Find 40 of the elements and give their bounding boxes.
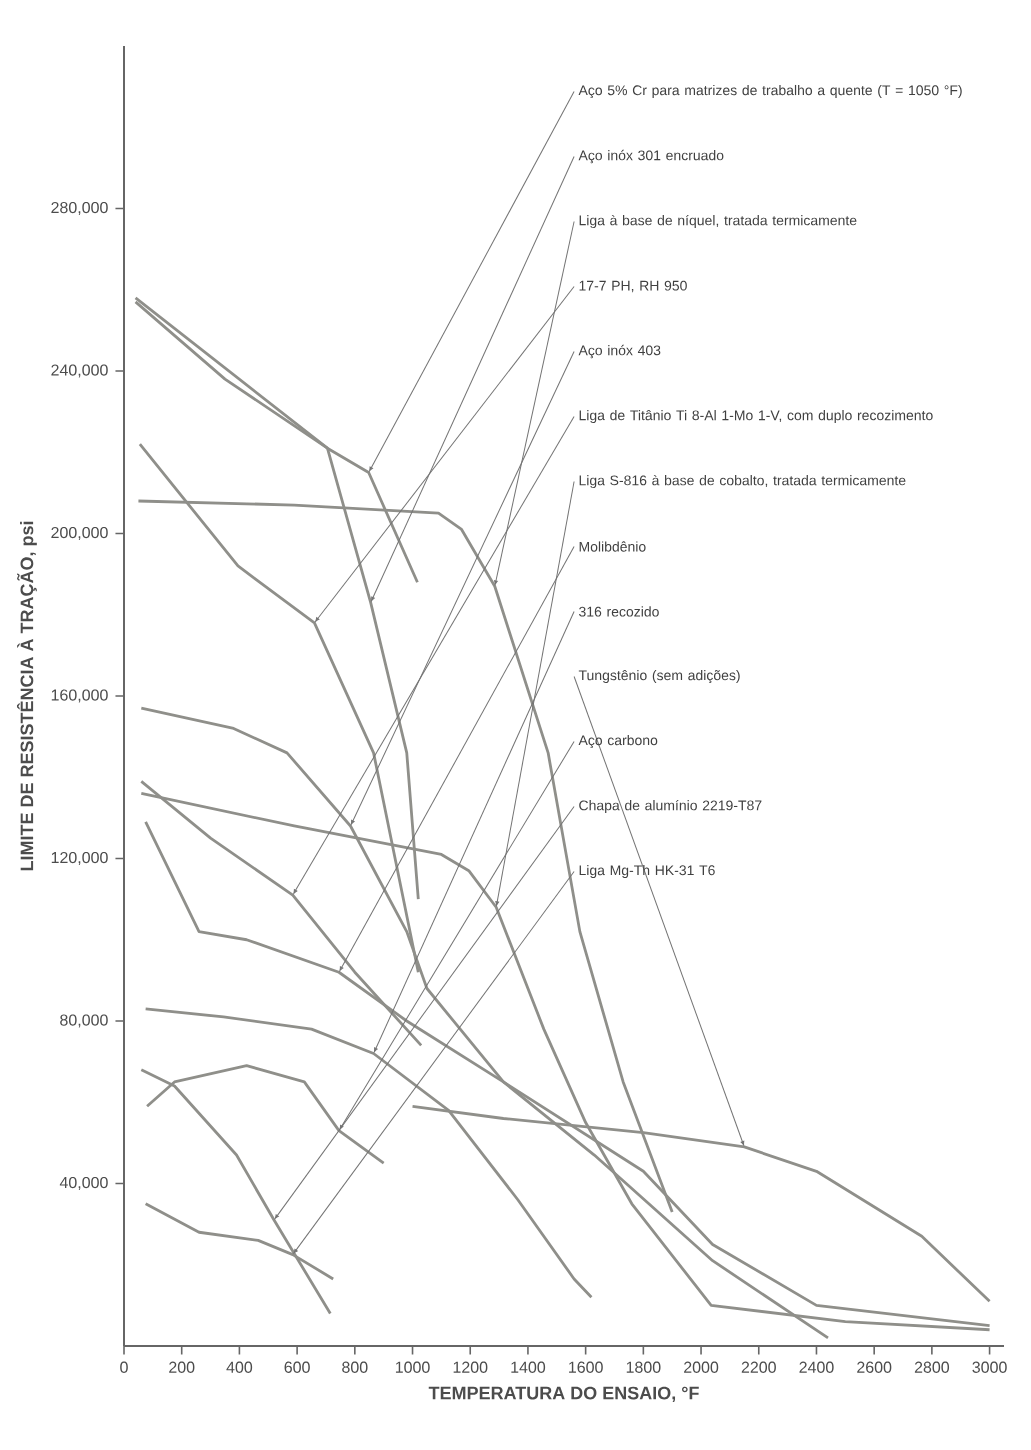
text: 17-7 PH, RH 950 <box>579 280 687 293</box>
text: Tungstênio (sem adições) <box>578 669 740 684</box>
x-tick-label: 2000 <box>684 1361 719 1373</box>
x-tick-label: 1600 <box>569 1361 603 1373</box>
y-tick-label: 200,000 <box>51 526 108 541</box>
x-tick-label: 800 <box>342 1361 368 1373</box>
y-tick-label: 80,000 <box>60 1014 108 1028</box>
x-tick-label: 600 <box>284 1361 310 1373</box>
y-tick-label: 160,000 <box>51 689 108 703</box>
y-axis-title: LIMITE DE RESISTÊNCIA À TRAÇÃO, psi <box>16 521 37 871</box>
x-tick-label: 1800 <box>626 1361 661 1373</box>
text: Liga à base de níquel, tratada termicamente <box>579 214 857 229</box>
x-tick-label: 2400 <box>799 1361 834 1373</box>
text: Aço 5% Cr para matrizes de trabalho a quente (T = 1050 °F) <box>578 84 962 99</box>
y-tick-label: 40,000 <box>59 1176 108 1191</box>
x-tick-label: 1400 <box>511 1361 546 1373</box>
text: Molibdênio <box>579 541 646 552</box>
x-tick-label: 0 <box>120 1361 128 1373</box>
text: Aço inóx 301 encruado <box>578 149 724 164</box>
x-axis-title: TEMPERATURA DO ENSAIO, °F <box>428 1386 699 1403</box>
text: Liga Mg-Th HK-31 T6 <box>579 864 715 879</box>
y-tick-label: 120,000 <box>51 851 108 866</box>
x-tick-label: 2800 <box>914 1361 950 1373</box>
point <box>740 1140 745 1146</box>
x-tick-label: 200 <box>169 1361 195 1373</box>
x-tick-label: 1200 <box>453 1361 488 1373</box>
x-tick-label: 2200 <box>741 1361 776 1373</box>
y-tick-label: 280,000 <box>51 201 108 216</box>
text: Aço inóx 403 <box>578 344 661 359</box>
y-tick-label: 240,000 <box>51 364 108 378</box>
text: Liga de Titânio Ti 8-Al 1-Mo 1-V, com duplo recozimento <box>579 409 933 424</box>
x-tick-label: 1000 <box>395 1361 430 1373</box>
text: Chapa de alumínio 2219-T87 <box>579 799 762 814</box>
text: 316 recozido <box>579 606 659 617</box>
x-tick-label: 3000 <box>972 1361 1007 1373</box>
point <box>293 1248 298 1254</box>
text: Aço carbono <box>578 734 658 749</box>
text: Liga S-816 à base de cobalto, tratada termicamente <box>579 474 906 489</box>
x-tick-label: 2600 <box>857 1361 892 1373</box>
x-tick-label: 400 <box>226 1361 253 1373</box>
